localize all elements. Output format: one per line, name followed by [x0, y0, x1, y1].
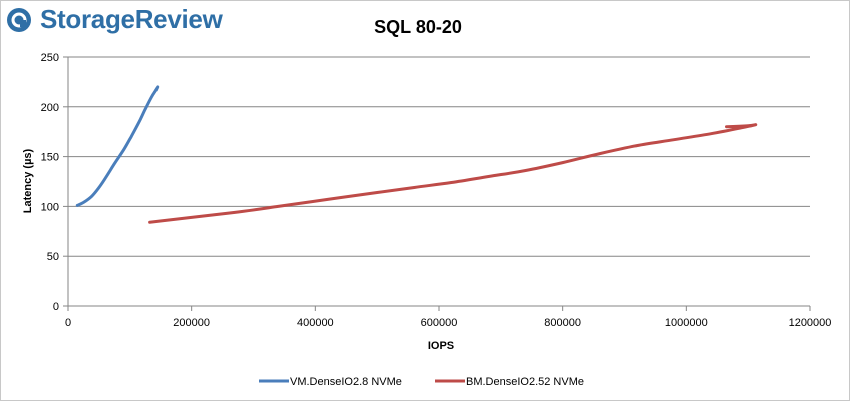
legend: VM.DenseIO2.8 NVMe BM.DenseIO2.52 NVMe: [259, 376, 584, 388]
series-lines: [75, 85, 758, 224]
x-tick-label: 1200000: [789, 317, 832, 329]
gridlines: [68, 56, 810, 257]
x-axis-label: IOPS: [428, 340, 454, 352]
y-tick-labels: 0 50 100 150 200 250: [41, 52, 59, 313]
legend-label: VM.DenseIO2.8 NVMe: [290, 376, 402, 388]
y-tick-label: 0: [53, 301, 59, 313]
y-tick-label: 150: [41, 152, 59, 164]
legend-label: BM.DenseIO2.52 NVMe: [466, 376, 584, 388]
y-tick-label: 50: [47, 251, 59, 263]
x-tick-label: 400000: [297, 317, 334, 329]
brand-logo: StorageReview: [6, 4, 223, 35]
y-tick-label: 100: [41, 201, 59, 213]
axes: [63, 56, 811, 311]
series-line-1: [75, 85, 160, 207]
x-tick-label: 600000: [421, 317, 458, 329]
x-tick-label: 1000000: [665, 317, 708, 329]
x-tick-label: 200000: [173, 317, 210, 329]
brand-name: StorageReview: [40, 4, 223, 34]
y-axis-label: Latency (µs): [22, 148, 34, 213]
x-tick-label: 0: [65, 317, 71, 329]
y-tick-label: 200: [41, 102, 59, 114]
y-tick-label: 250: [41, 52, 59, 64]
x-tick-labels: 0 200000 400000 600000 800000 1000000 1200000: [65, 317, 831, 329]
brand-mark-icon: [7, 7, 31, 32]
x-tick-label: 800000: [544, 317, 581, 329]
chart-title: SQL 80-20: [374, 17, 462, 37]
series-line-2: [148, 123, 758, 224]
